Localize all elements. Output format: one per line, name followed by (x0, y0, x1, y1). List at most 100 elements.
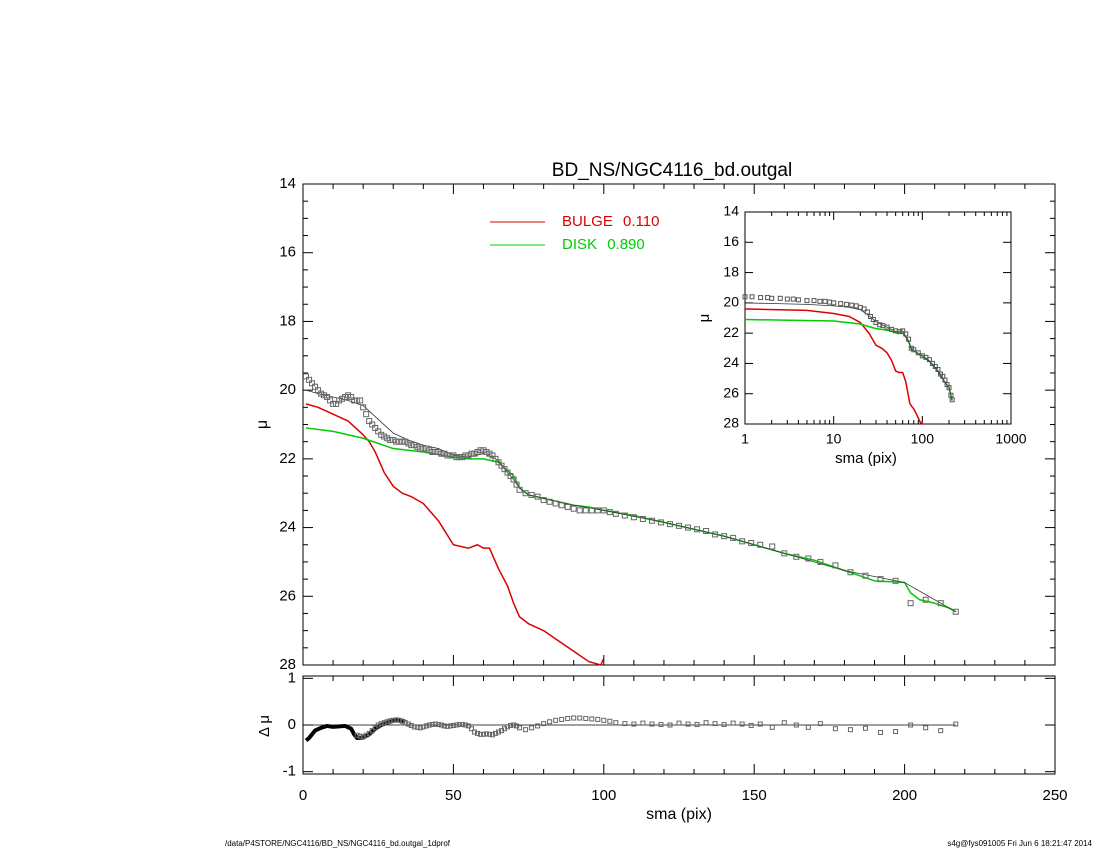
residual-marker (474, 730, 480, 736)
residual-marker (511, 722, 517, 728)
residual-marker (423, 723, 429, 729)
main-marker (354, 397, 361, 404)
residual-marker (781, 720, 787, 726)
residual-marker (435, 722, 441, 728)
main-marker (564, 503, 571, 510)
inset-marker (831, 300, 837, 306)
main-marker (757, 541, 764, 548)
main-marker (504, 469, 511, 476)
main-marker (892, 577, 899, 584)
main-marker (676, 522, 682, 529)
residual-marker (721, 722, 727, 728)
residual-marker (607, 718, 613, 724)
main-marker (396, 438, 403, 445)
inset-xtick-label: 100 (911, 431, 935, 447)
inset-marker (935, 366, 941, 372)
inset-marker (838, 301, 844, 307)
residual-marker (923, 725, 929, 731)
main-marker (522, 490, 529, 497)
residual-marker (459, 722, 465, 728)
residual-marker (399, 718, 405, 724)
residual-marker (703, 720, 709, 726)
inset-xtick-label: 1 (741, 431, 749, 447)
residual-marker (613, 720, 619, 726)
main-marker (387, 436, 394, 443)
main-marker (339, 395, 346, 402)
residual-marker (769, 724, 775, 730)
inset-marker (867, 313, 873, 319)
residual-marker (547, 719, 553, 725)
main-marker (769, 543, 776, 550)
main-marker (507, 473, 514, 480)
residual-marker (360, 734, 366, 740)
residual-marker (468, 726, 474, 732)
main-marker (606, 509, 613, 516)
main-marker (309, 380, 316, 387)
residual-marker (384, 719, 390, 725)
residual-marker (793, 722, 799, 728)
main-ytick-label: 18 (279, 312, 296, 329)
main-marker (495, 459, 502, 466)
main-marker (420, 445, 427, 452)
residual-marker (847, 727, 853, 733)
main-marker (486, 450, 493, 457)
residual-marker (730, 720, 736, 726)
main-marker (907, 600, 914, 607)
residual-marker (908, 722, 914, 728)
main-marker (327, 397, 334, 404)
main-marker (474, 448, 481, 455)
residual-marker (441, 723, 447, 729)
residual-marker (462, 722, 468, 728)
main-marker (411, 442, 418, 449)
main-marker (336, 397, 343, 404)
inset-ytick-label: 18 (723, 263, 739, 279)
main-marker (303, 373, 310, 380)
residual-xtick-label: 150 (742, 787, 767, 804)
residual-marker (426, 722, 432, 728)
main-ytick-label: 14 (279, 175, 296, 192)
main-marker (721, 533, 728, 540)
legend-bulge-label: BULGE 0.110 (562, 213, 659, 230)
inset-marker (903, 331, 909, 337)
main-marker (456, 454, 463, 461)
residual-marker (411, 724, 417, 730)
residual-ytick-label: 1 (288, 669, 296, 686)
residual-marker (589, 716, 595, 722)
residual-marker (420, 724, 426, 730)
inset-marker (861, 306, 867, 312)
main-marker (432, 448, 439, 455)
main-marker (465, 452, 472, 459)
main-marker (384, 435, 391, 442)
main-marker (594, 507, 601, 514)
residual-marker (953, 721, 959, 727)
residual-marker (508, 722, 514, 728)
main-marker (748, 540, 755, 547)
residual-marker (366, 730, 372, 736)
main-marker (357, 397, 364, 404)
main-marker (438, 450, 445, 457)
inset-ytick-label: 22 (723, 324, 739, 340)
main-marker (712, 531, 719, 538)
inset-ytick-label: 20 (723, 294, 739, 310)
main-line-series2 (305, 389, 956, 613)
inset-xlabel: sma (pix) (835, 450, 897, 467)
main-ytick-label: 16 (279, 244, 296, 261)
residual-marker (408, 722, 414, 728)
residual-marker (378, 721, 384, 727)
main-marker (447, 452, 454, 459)
residual-marker (496, 729, 502, 735)
inset-marker (864, 309, 870, 315)
main-marker (922, 596, 929, 603)
main-marker (781, 550, 788, 557)
residual-marker (649, 721, 655, 727)
residual-xlabel: sma (pix) (646, 806, 712, 823)
main-ytick-label: 22 (279, 450, 296, 467)
residual-marker (414, 724, 420, 730)
residual-marker (862, 725, 868, 731)
residual-marker (748, 722, 754, 728)
residual-marker (667, 722, 673, 728)
main-marker (492, 455, 499, 462)
main-marker (793, 553, 800, 560)
inset-marker (926, 357, 932, 363)
residual-marker (622, 721, 628, 727)
